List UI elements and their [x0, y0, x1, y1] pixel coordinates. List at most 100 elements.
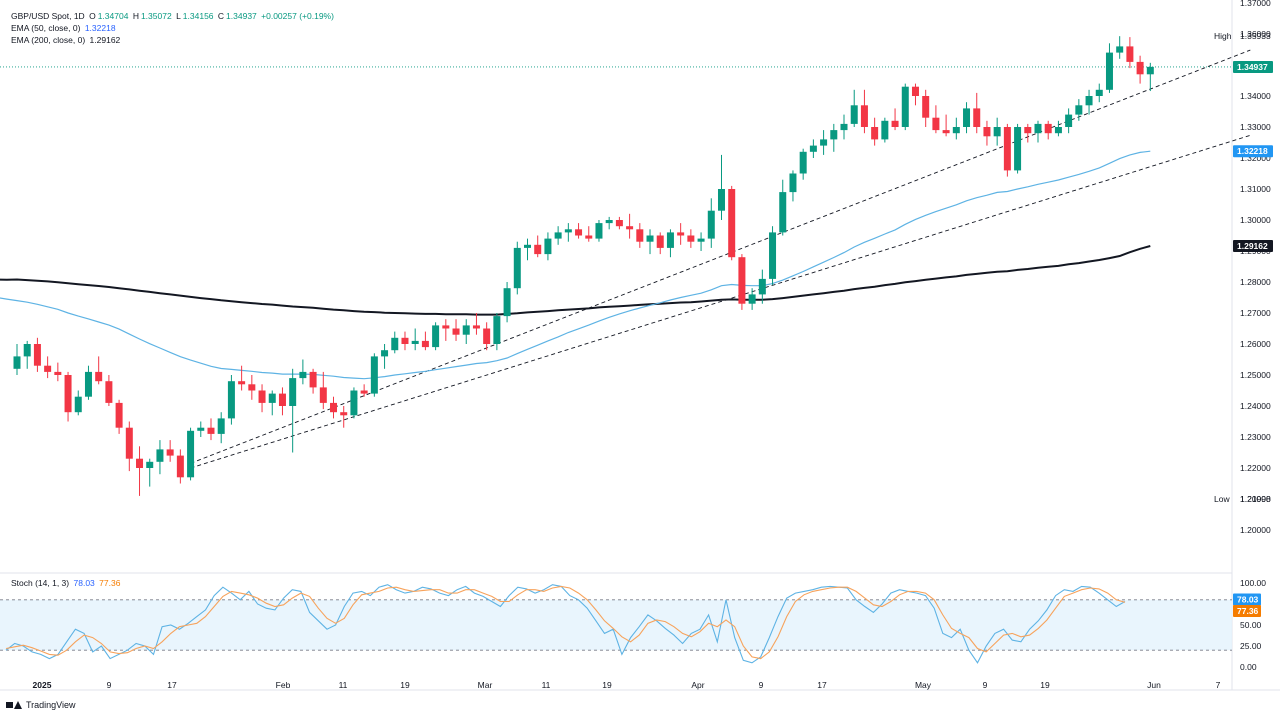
time-tick-label: 19	[602, 680, 612, 690]
candle-body	[207, 427, 215, 434]
candle	[697, 232, 705, 251]
candle-body	[309, 371, 317, 388]
candle-body	[299, 371, 307, 379]
price-label-value: 1.32218	[1237, 146, 1268, 156]
time-tick-label: 11	[339, 680, 348, 690]
candle-body	[84, 371, 92, 397]
candle-body	[911, 86, 919, 96]
candle-body	[1075, 105, 1083, 115]
candle	[860, 89, 868, 134]
legend-row-ema200[interactable]: EMA (200, close, 0) 1.29162	[11, 34, 336, 46]
candle	[595, 220, 603, 242]
candle	[789, 170, 797, 202]
candles	[13, 36, 1154, 496]
candle-body	[1065, 114, 1073, 127]
candle-body	[524, 244, 531, 248]
stoch-legend[interactable]: Stoch (14, 1, 3) 78.03 77.36	[11, 577, 122, 589]
candle	[942, 114, 950, 137]
price-tick-label: 1.32000	[1240, 153, 1271, 163]
candle	[820, 130, 828, 155]
candle	[524, 238, 531, 261]
footer-brand[interactable]: TradingView	[6, 700, 76, 710]
candle-body	[789, 173, 797, 193]
candle	[13, 344, 21, 375]
candle-body	[963, 108, 971, 127]
stoch-value-text: 77.36	[1237, 606, 1259, 616]
candle-body	[830, 130, 838, 140]
candle-body	[146, 461, 154, 468]
candle-body	[503, 288, 511, 317]
candle-body	[707, 210, 715, 239]
candle	[370, 353, 378, 397]
candle	[779, 179, 787, 236]
candle	[391, 331, 399, 354]
main-legend: GBP/USD Spot, 1D O 1.34704 H 1.35072 L 1.34…	[11, 10, 336, 46]
candle	[44, 356, 52, 379]
candle	[840, 114, 848, 140]
candle-body	[64, 375, 72, 413]
candle	[411, 328, 419, 351]
candle-body	[166, 449, 174, 456]
candle-body	[901, 86, 909, 127]
price-tick-label: 1.37000	[1240, 0, 1271, 8]
candle-body	[493, 316, 501, 344]
ema50-polyline	[0, 150, 1151, 380]
candle-body	[452, 328, 460, 335]
candle	[136, 446, 144, 496]
candle	[1095, 83, 1103, 103]
candle	[503, 282, 511, 323]
close-label: C	[217, 11, 225, 21]
candle	[575, 223, 583, 239]
symbol-label[interactable]: GBP/USD Spot, 1D	[11, 11, 85, 21]
candle	[911, 83, 919, 106]
time-axis-ticks: 2025 9 17 Feb 11 19 Mar 11 19 Apr 9 17 May 9 19 Jun 7	[33, 680, 1221, 690]
candle	[605, 216, 613, 230]
candle	[1034, 120, 1042, 143]
candle	[1075, 99, 1083, 121]
price-label-value: 1.20998	[1240, 494, 1271, 504]
candle	[799, 148, 807, 180]
candle-body	[54, 371, 62, 375]
candle	[922, 89, 930, 127]
candle-body	[176, 455, 184, 478]
stoch-band	[0, 66, 1232, 651]
candle-body	[973, 108, 981, 127]
candle-body	[289, 378, 297, 406]
candle-body	[268, 393, 276, 403]
candle	[95, 356, 103, 385]
price-tick-label: 1.34000	[1240, 91, 1271, 101]
time-tick-label: 19	[1040, 680, 1050, 690]
candle-body	[738, 257, 746, 304]
candle-body	[779, 192, 787, 233]
candle	[432, 322, 440, 351]
candle-body	[421, 340, 429, 348]
candle	[289, 368, 297, 453]
candle	[952, 117, 960, 140]
candle	[299, 359, 307, 385]
price-tick-label: 1.25000	[1240, 370, 1271, 380]
price-label-name: High	[1214, 31, 1232, 41]
candle-body	[728, 189, 736, 258]
legend-row-ema50[interactable]: EMA (50, close, 0) 1.32218	[11, 22, 336, 34]
candle-body	[125, 427, 133, 459]
candle-body	[136, 458, 144, 468]
ema50-label: EMA (50, close, 0)	[11, 23, 81, 33]
candle-body	[432, 325, 440, 348]
candle-body	[370, 356, 378, 394]
price-labels: High 1.35933 1.34937 1.32218 1.29162 Low 1.209…	[1214, 31, 1273, 618]
price-tick-label: 1.30000	[1240, 215, 1271, 225]
candle	[871, 117, 879, 146]
candle	[973, 92, 981, 134]
candle-body	[564, 229, 572, 233]
candle-body	[687, 235, 695, 242]
candle	[23, 340, 31, 369]
candle-body	[483, 328, 491, 344]
price-tick-label: 1.33000	[1240, 122, 1271, 132]
time-tick-label: Jun	[1147, 680, 1161, 690]
candle-body	[187, 430, 195, 478]
candle-body	[983, 127, 991, 137]
candle-body	[227, 381, 235, 419]
candle	[534, 235, 542, 258]
candle	[656, 232, 664, 255]
